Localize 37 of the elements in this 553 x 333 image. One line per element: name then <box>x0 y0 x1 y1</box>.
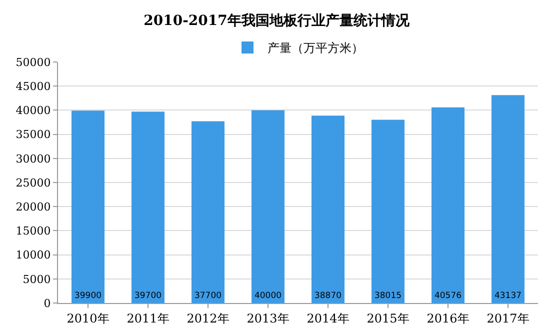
bar <box>372 120 404 303</box>
x-tick-label: 2017年 <box>486 311 530 326</box>
y-tick-label: 45000 <box>16 80 51 93</box>
y-tick-label: 15000 <box>16 224 51 238</box>
y-tick-label: 5000 <box>22 272 51 286</box>
bar <box>72 110 104 303</box>
x-tick-label: 2013年 <box>246 311 290 326</box>
x-tick-label: 2016年 <box>426 311 470 326</box>
x-tick-label: 2011年 <box>126 311 170 326</box>
bar <box>492 95 524 303</box>
x-tick-label: 2015年 <box>366 311 410 326</box>
data-label: 39900 <box>74 290 102 300</box>
legend-label: 产量（万平方米） <box>268 41 364 56</box>
x-tick-label: 2010年 <box>66 311 110 326</box>
y-tick-label: 20000 <box>16 200 51 214</box>
bar <box>312 116 344 303</box>
data-label: 38870 <box>314 290 342 300</box>
chart-title: 2010-2017年我国地板行业产量统计情况 <box>144 12 410 29</box>
y-tick-label: 35000 <box>16 128 51 142</box>
y-tick-label: 10000 <box>16 248 51 262</box>
y-tick-label: 30000 <box>16 152 51 166</box>
data-label: 43137 <box>494 290 522 300</box>
bar <box>432 107 464 303</box>
data-label: 40576 <box>434 290 462 300</box>
x-tick-label: 2012年 <box>186 311 230 326</box>
y-tick-label: 40000 <box>16 104 51 118</box>
bar <box>252 110 284 303</box>
bar <box>192 121 224 303</box>
bar <box>132 112 164 303</box>
data-label: 37700 <box>194 290 222 300</box>
y-tick-label: 50000 <box>16 56 51 69</box>
data-label: 39700 <box>134 290 162 300</box>
y-tick-label: 0 <box>44 296 51 310</box>
x-tick-label: 2014年 <box>306 311 350 326</box>
y-tick-label: 25000 <box>16 176 51 190</box>
data-label: 40000 <box>254 290 282 300</box>
data-label: 38015 <box>374 290 402 300</box>
